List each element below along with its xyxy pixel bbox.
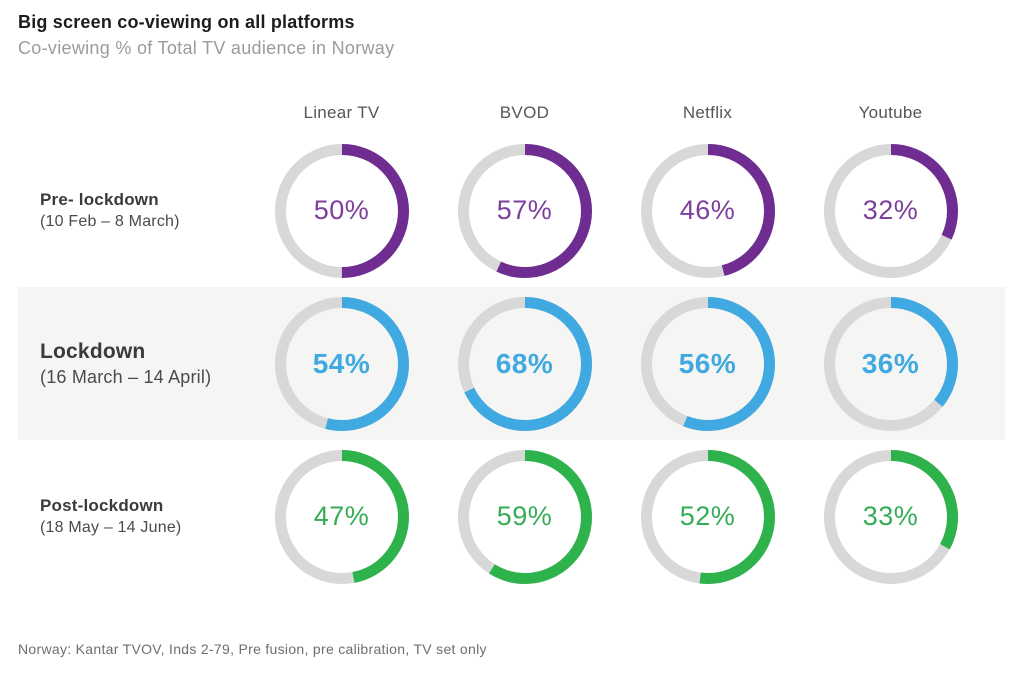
donut-cell-post-lockdown-0: 47% — [250, 449, 433, 584]
donut-post-lockdown-2: 52% — [640, 449, 775, 584]
donut-ring — [274, 296, 409, 431]
donut-arc — [640, 449, 775, 584]
donut-arc — [823, 296, 958, 431]
donut-arc — [457, 143, 592, 278]
donut-value: 57% — [496, 195, 553, 225]
row-label: Lockdown — [40, 339, 146, 363]
donut-value: 46% — [679, 195, 736, 225]
donut-value: 50% — [313, 195, 370, 225]
page-title: Big screen co-viewing on all platforms — [18, 12, 355, 32]
row-label: Pre- lockdown — [40, 190, 159, 209]
donut-cell-lockdown-3: 36% — [799, 296, 982, 431]
donut-post-lockdown-1: 59% — [457, 449, 592, 584]
donut-ring — [640, 296, 775, 431]
page-subtitle: Co-viewing % of Total TV audience in Nor… — [18, 38, 395, 58]
donut-ring — [457, 143, 592, 278]
donut-arc — [823, 143, 958, 278]
donut-value: 52% — [679, 501, 736, 531]
source-footnote: Norway: Kantar TVOV, Inds 2-79, Pre fusi… — [18, 641, 487, 657]
donut-ring — [457, 449, 592, 584]
donut-cell-pre-lockdown-1: 57% — [433, 143, 616, 278]
donut-cell-pre-lockdown-2: 46% — [616, 143, 799, 278]
donut-lockdown-0: 54% — [274, 296, 409, 431]
donut-arc — [274, 449, 409, 584]
donut-cell-lockdown-0: 54% — [250, 296, 433, 431]
donut-arc — [640, 296, 775, 431]
donut-arc — [274, 296, 409, 431]
donut-cell-post-lockdown-2: 52% — [616, 449, 799, 584]
donut-cell-lockdown-1: 68% — [433, 296, 616, 431]
donut-cell-post-lockdown-1: 59% — [433, 449, 616, 584]
column-header-linear-tv: Linear TV — [303, 103, 380, 122]
donut-arc — [457, 449, 592, 584]
donut-ring — [640, 449, 775, 584]
donut-value: 56% — [678, 347, 737, 379]
donut-ring — [640, 143, 775, 278]
donut-pre-lockdown-3: 32% — [823, 143, 958, 278]
row-label-cell-lockdown: Lockdown (16 March – 14 April) — [18, 340, 250, 388]
donut-pre-lockdown-0: 50% — [274, 143, 409, 278]
donut-ring — [457, 296, 592, 431]
donut-lockdown-3: 36% — [823, 296, 958, 431]
column-header-netflix: Netflix — [682, 103, 733, 122]
donut-arc — [457, 296, 592, 431]
column-header-row: Linear TV BVOD Netflix Youtube — [18, 92, 1005, 134]
donut-value: 33% — [862, 501, 919, 531]
donut-ring — [274, 449, 409, 584]
column-header-youtube: Youtube — [858, 103, 923, 122]
donut-post-lockdown-3: 33% — [823, 449, 958, 584]
donut-pre-lockdown-1: 57% — [457, 143, 592, 278]
donut-value: 68% — [495, 347, 554, 379]
row-dates: (10 Feb – 8 March) — [40, 213, 180, 230]
donut-pre-lockdown-2: 46% — [640, 143, 775, 278]
donut-value: 36% — [861, 347, 920, 379]
donut-lockdown-1: 68% — [457, 296, 592, 431]
donut-arc — [823, 449, 958, 584]
donut-value: 32% — [862, 195, 919, 225]
donut-ring — [274, 143, 409, 278]
donut-arc — [274, 143, 409, 278]
donut-lockdown-2: 56% — [640, 296, 775, 431]
donut-cell-pre-lockdown-3: 32% — [799, 143, 982, 278]
row-dates: (18 May – 14 June) — [40, 519, 182, 536]
row-label-cell-post-lockdown: Post-lockdown (18 May – 14 June) — [18, 496, 250, 537]
donut-cell-post-lockdown-3: 33% — [799, 449, 982, 584]
row-label-cell-pre-lockdown: Pre- lockdown (10 Feb – 8 March) — [18, 190, 250, 231]
donut-grid: Linear TV BVOD Netflix Youtube Pre- lockdown… — [18, 92, 1005, 593]
row-label: Post-lockdown — [40, 496, 164, 515]
donut-cell-lockdown-2: 56% — [616, 296, 799, 431]
row-lockdown: Lockdown (16 March – 14 April) 54% 68% 56% 36… — [18, 287, 1005, 440]
row-post-lockdown: Post-lockdown (18 May – 14 June) 47% 59% 52%… — [18, 440, 1005, 593]
donut-cell-pre-lockdown-0: 50% — [250, 143, 433, 278]
row-dates: (16 March – 14 April) — [40, 366, 212, 387]
donut-value: 54% — [312, 347, 371, 379]
column-header-bvod: BVOD — [499, 103, 550, 122]
donut-ring — [823, 449, 958, 584]
donut-ring — [823, 143, 958, 278]
donut-arc — [640, 143, 775, 278]
donut-value: 47% — [313, 501, 370, 531]
donut-ring — [823, 296, 958, 431]
donut-post-lockdown-0: 47% — [274, 449, 409, 584]
donut-value: 59% — [496, 501, 553, 531]
row-pre-lockdown: Pre- lockdown (10 Feb – 8 March) 50% 57% 46%… — [18, 134, 1005, 287]
